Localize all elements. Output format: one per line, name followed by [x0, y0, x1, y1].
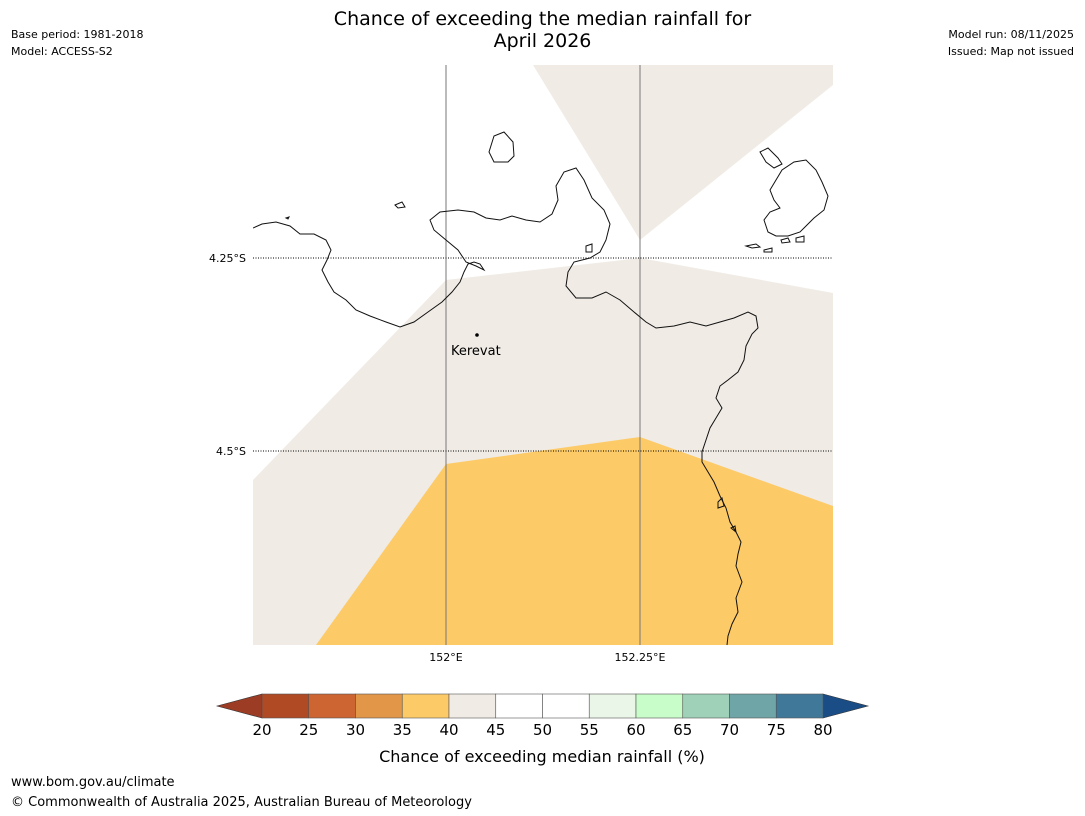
colorbar-tick-label: 50	[533, 721, 552, 739]
duke-of-york-islands	[763, 159, 829, 237]
model-run: Model run: 08/11/2025	[948, 28, 1074, 41]
footer-url[interactable]: www.bom.gov.au/climate	[11, 775, 175, 790]
colorbar-segment	[775, 693, 824, 719]
colorbar: 20 25 30 35 40 45 50 55 60 65 70 75 80	[215, 693, 870, 739]
lat-label-4-5: 4.5°S	[216, 445, 246, 458]
map-area: Kerevat	[253, 65, 833, 645]
islet-8	[585, 243, 593, 253]
colorbar-tick-label: 30	[346, 721, 365, 739]
colorbar-segment	[308, 693, 356, 719]
region-35-40	[316, 437, 833, 645]
colorbar-tick-label: 75	[767, 721, 786, 739]
island-north	[488, 131, 515, 163]
colorbar-segment	[729, 693, 777, 719]
colorbar-tick-label: 25	[299, 721, 318, 739]
colorbar-tick-label: 60	[626, 721, 645, 739]
model-name: Model: ACCESS-S2	[11, 45, 113, 58]
colorbar-segment	[355, 693, 403, 719]
colorbar-tick-label: 45	[486, 721, 505, 739]
colorbar-tick-label: 70	[720, 721, 739, 739]
colorbar-segment	[261, 693, 310, 719]
issued-status: Issued: Map not issued	[947, 45, 1074, 58]
meta-left: Base period: 1981-2018 Model: ACCESS-S2	[11, 26, 143, 60]
colorbar-segment	[401, 693, 450, 719]
colorbar-tick-label: 80	[813, 721, 832, 739]
colorbar-segment	[495, 693, 543, 719]
colorbar-segment	[682, 693, 730, 719]
footer-copyright: © Commonwealth of Australia 2025, Austra…	[11, 795, 472, 810]
colorbar-segment	[448, 693, 497, 719]
colorbar-ticks: 20 25 30 35 40 45 50 55 60 65 70 75 80	[252, 721, 832, 739]
lon-label-152: 152°E	[429, 651, 462, 664]
colorbar-label: Chance of exceeding median rainfall (%)	[379, 747, 705, 766]
islet-7	[795, 235, 805, 243]
colorbar-tick-label: 40	[439, 721, 458, 739]
title-line-2: April 2026	[493, 30, 592, 52]
lon-label-152-25: 152.25°E	[615, 651, 666, 664]
islet-1	[394, 201, 406, 209]
title-line-1: Chance of exceeding the median rainfall …	[333, 8, 752, 30]
colorbar-tick-label: 20	[252, 721, 271, 739]
islet-4	[744, 243, 762, 249]
colorbar-tick-label: 35	[393, 721, 412, 739]
colorbar-segment	[542, 693, 590, 719]
colorbar-over-arrow	[822, 693, 870, 719]
islet-6	[780, 237, 791, 244]
islet-2	[284, 216, 290, 220]
colorbar-tick-label: 65	[673, 721, 692, 739]
meta-right: Model run: 08/11/2025 Issued: Map not is…	[948, 26, 1074, 60]
colorbar-segment	[588, 693, 637, 719]
islet-3	[759, 147, 783, 169]
colorbar-segments	[261, 693, 824, 719]
region-40-45-north	[533, 65, 833, 240]
place-label-kerevat: Kerevat	[451, 344, 501, 359]
base-period: Base period: 1981-2018	[11, 28, 144, 41]
islet-5	[763, 247, 773, 253]
colorbar-segment	[635, 693, 684, 719]
islet-9	[717, 497, 725, 509]
islet-10	[730, 525, 737, 534]
colorbar-under-arrow	[215, 693, 263, 719]
map-title: Chance of exceeding the median rainfall …	[0, 8, 1085, 52]
kerevat-marker	[475, 333, 479, 337]
lat-label-4-25: 4.25°S	[209, 252, 246, 265]
colorbar-tick-label: 55	[580, 721, 599, 739]
coastline	[253, 131, 829, 645]
